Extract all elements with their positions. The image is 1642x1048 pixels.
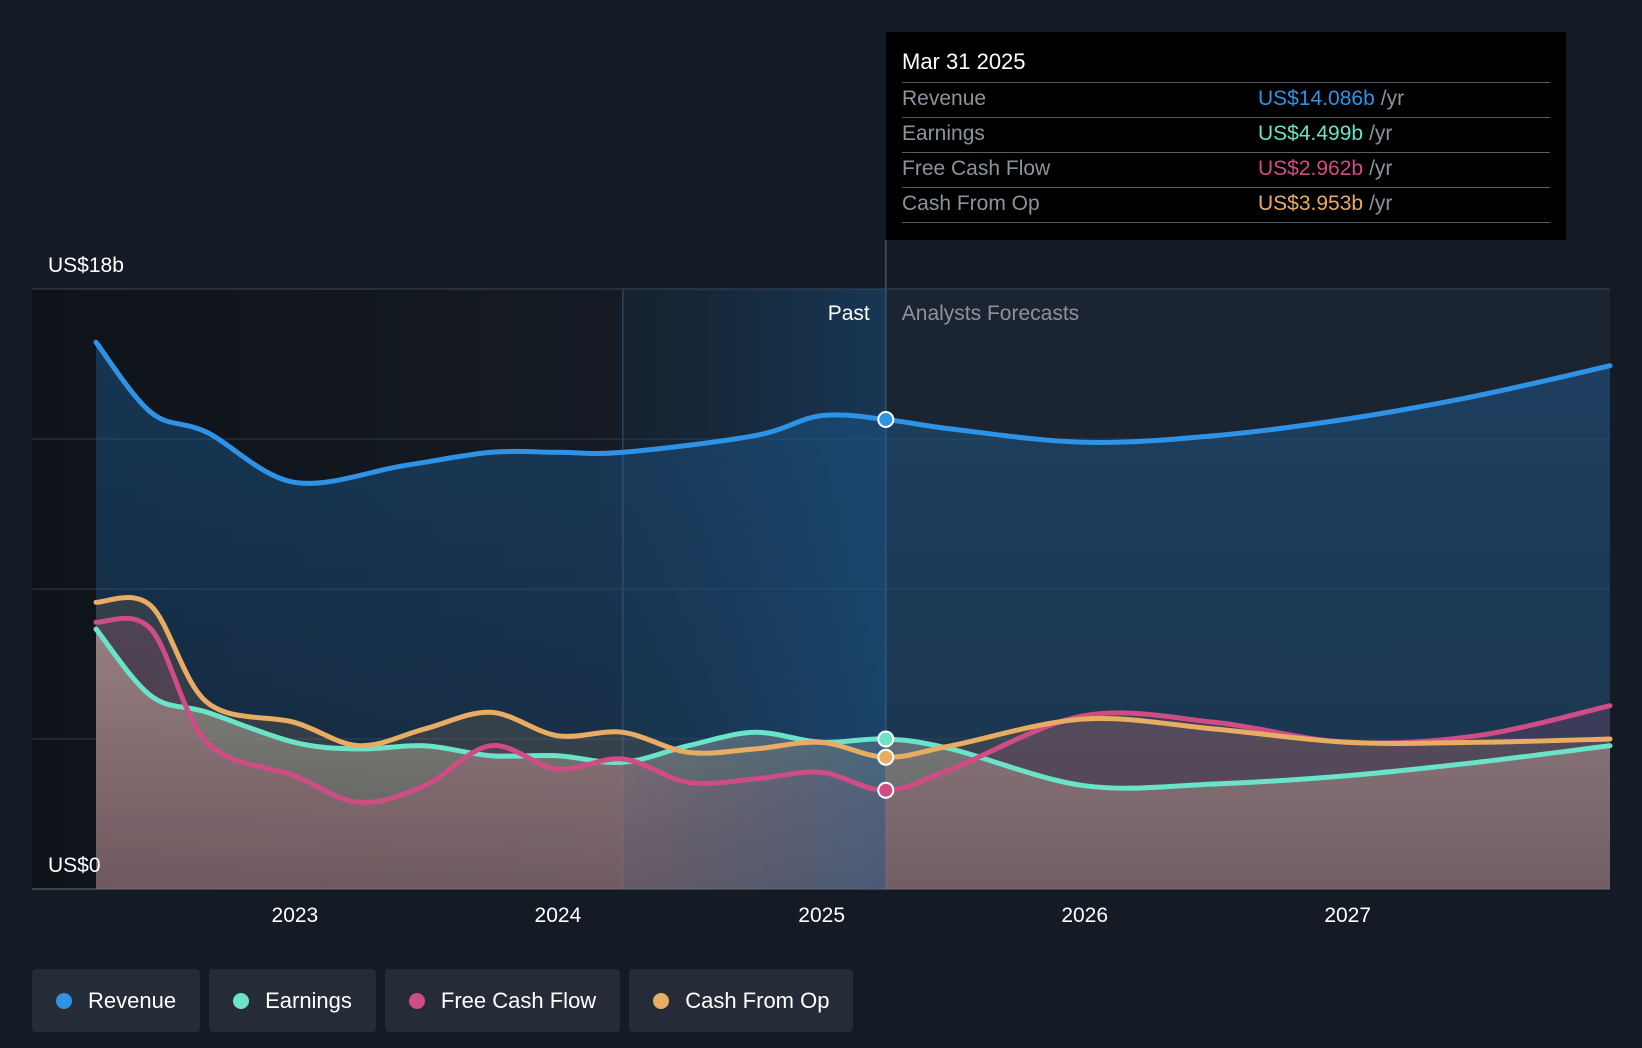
area-cash-from-op <box>96 597 1610 889</box>
legend-label: Cash From Op <box>685 987 830 1013</box>
legend-dot-icon <box>408 992 425 1009</box>
tooltip-row-earnings: Earnings US$4.499b /yr <box>902 118 1550 153</box>
legend-item-free-cash-flow[interactable]: Free Cash Flow <box>384 969 621 1032</box>
line-earnings <box>93 626 1613 791</box>
y-axis-top-label: US$18b <box>48 254 124 277</box>
tooltip-unit: /yr <box>1369 122 1393 145</box>
past-label: Past <box>828 302 870 325</box>
tooltip-unit: /yr <box>1369 192 1393 215</box>
legend-dot-icon <box>653 992 670 1009</box>
tooltip-unit: /yr <box>1380 87 1405 110</box>
legend-label: Free Cash Flow <box>440 987 597 1013</box>
marker-cash-from-op <box>877 748 895 766</box>
tooltip-row-revenue: Revenue US$14.086b /yr <box>902 83 1550 118</box>
highlight-region <box>622 289 886 889</box>
axis-labels: US$18b US$0 Past Analysts Forecasts 2023 2024… <box>48 254 1371 927</box>
line-cash-from-op <box>93 595 1613 760</box>
tooltip-value: US$2.962b <box>1258 157 1364 180</box>
line-revenue <box>93 339 1613 486</box>
line-free-cash-flow <box>93 615 1613 805</box>
hover-tooltip: Mar 31 2025 Revenue US$14.086b /yr Earni… <box>886 32 1566 240</box>
legend-item-earnings[interactable]: Earnings <box>209 969 376 1032</box>
tooltip-value: US$14.086b <box>1258 87 1375 110</box>
marker-free-cash-flow <box>877 781 895 799</box>
x-tick-label: 2027 <box>1324 904 1371 927</box>
x-tick-label: 2025 <box>798 904 845 927</box>
legend-dot-icon <box>56 992 72 1009</box>
tooltip-label: Revenue <box>902 87 987 110</box>
tooltip-date: Mar 31 2025 <box>902 46 1550 83</box>
series-lines <box>93 339 1613 805</box>
tooltip-label: Cash From Op <box>902 192 1040 215</box>
y-axis-bottom-label: US$0 <box>48 854 101 877</box>
x-tick-label: 2026 <box>1061 904 1108 927</box>
legend-label: Earnings <box>265 987 352 1013</box>
x-tick-label: 2023 <box>272 904 319 927</box>
marker-revenue <box>877 410 895 428</box>
chart-legend: Revenue Earnings Free Cash Flow Cash Fro… <box>32 969 854 1032</box>
forecast-label: Analysts Forecasts <box>902 302 1079 325</box>
tooltip-row-cash-from-op: Cash From Op US$3.953b /yr <box>902 188 1550 223</box>
legend-item-cash-from-op[interactable]: Cash From Op <box>629 969 854 1032</box>
area-free-cash-flow <box>96 618 1610 889</box>
tooltip-label: Free Cash Flow <box>902 157 1051 180</box>
tooltip-value: US$4.499b <box>1258 122 1364 145</box>
hover-markers <box>877 410 895 799</box>
series-areas <box>96 289 1610 889</box>
tooltip-label: Earnings <box>902 122 985 145</box>
tooltip-value: US$3.953b <box>1258 192 1364 215</box>
x-tick-label: 2024 <box>535 904 582 927</box>
tooltip-unit: /yr <box>1369 157 1393 180</box>
legend-item-revenue[interactable]: Revenue <box>32 969 201 1032</box>
tooltip-row-free-cash-flow: Free Cash Flow US$2.962b /yr <box>902 153 1550 188</box>
marker-earnings <box>877 730 895 748</box>
legend-label: Revenue <box>88 987 177 1013</box>
legend-dot-icon <box>233 992 250 1009</box>
